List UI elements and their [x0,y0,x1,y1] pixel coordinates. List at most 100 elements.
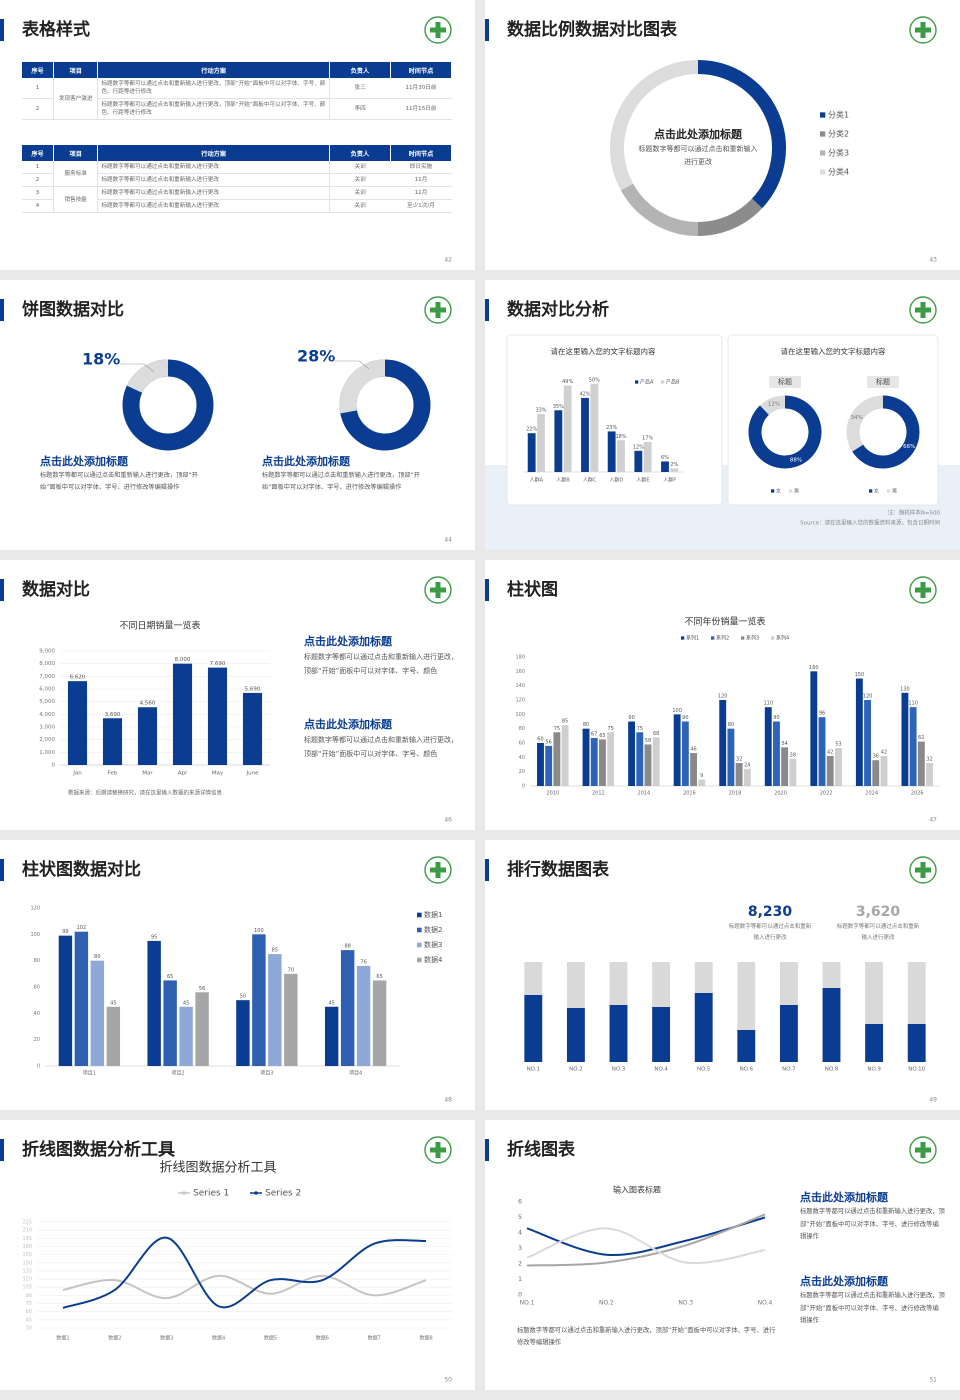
x-tick-label: 项目3 [260,1071,273,1077]
slide-title: 柱状图 [507,579,558,600]
value-label: 90 [628,715,634,721]
header-cell: 序号 [22,62,54,78]
value-label: 45 [328,1000,334,1006]
group-cell: 销售技能 [52,186,98,213]
bar-segment [652,1007,671,1062]
value-label: 66% [903,444,915,450]
y-tick-label: 4 [518,1230,522,1237]
logo-cross [430,587,446,593]
stat-text: 标题数字等都可以通过点击和重新输入进行更改 [728,924,812,941]
y-tick-label: 180 [515,655,525,661]
bar [727,728,735,786]
plan-cell: 标题数字等都可以通过点击和重新输入进行更改 [97,161,330,174]
legend-marker [417,942,422,948]
legend-label: 数据3 [424,940,442,949]
bar-segment [737,1030,756,1062]
legend-marker [417,927,422,933]
slide-title: 数据比例数据对比图表 [507,19,678,40]
page-number: 42 [444,257,452,264]
bar [743,768,751,786]
table-header: 序号 项目 行动方案 负责人 时间节点 [22,62,452,78]
bar [673,714,681,786]
x-tick-label: 人群C [583,477,597,484]
time-cell: 即日实施 [390,161,452,174]
y-tick-label: 75 [26,1301,32,1307]
donut-title: 标题 [778,377,792,386]
value-label: 42 [881,749,887,755]
y-tick-label: 210 [22,1228,32,1234]
slide: 柱状图数据对比 48 0 20 40 60 80 100 120 项目1 99 102 80 45 项目2 9… [0,840,475,1110]
bar-segment [652,962,671,1007]
value-label: 67 [591,731,597,737]
value-label: 100 [254,928,264,934]
value-label: 7,690 [210,661,226,667]
value-label: 88% [790,457,802,463]
bar [553,732,561,786]
slide-title: 排行数据图表 [507,859,610,880]
title-accent [0,859,4,881]
x-tick-label: NO.7 [782,1067,796,1073]
row-number: 3 [22,186,54,200]
legend-label: 女 [874,488,879,495]
logo [909,296,937,324]
bar [147,940,161,1066]
logo [424,576,452,604]
block-body: 标题数字等都可以通过点击和重新输入进行更改，顶部“开始”面板中可以对字体、字号、… [304,653,458,675]
bar [690,753,697,786]
bar-segment [907,962,926,1024]
bar [909,707,917,786]
slide-title: 柱状图数据对比 [22,859,141,880]
chart-title: 请在这里输入您的文字标题内容 [551,346,656,356]
time-cell: 11月 [390,173,452,187]
x-tick-label: NO.1 [527,1067,540,1073]
logo [909,16,937,44]
block-heading: 点击此处添加标题 [304,634,393,648]
block-body: 标题数字等都可以通过点击和重新输入进行更改，顶部“开始”面板中可以对字体、字号、… [40,472,198,492]
y-tick-label: 80 [34,958,40,964]
x-tick-label: 项目2 [172,1071,185,1077]
value-label: 68 [653,731,659,737]
leader-line [335,360,370,370]
value-label: 160 [809,665,819,671]
x-tick-label: NO.6 [740,1067,754,1073]
x-tick-label: 数据8 [419,1335,432,1342]
plan-cell: 标题数字等都可以通过点击和重新输入进行更改 [97,186,330,200]
value-label: 24 [744,762,750,768]
value-label: 80 [583,722,589,728]
y-tick-label: 3,000 [39,725,55,731]
logo-cross [915,587,931,593]
legend-marker [254,1191,258,1195]
title-accent [0,299,4,321]
bar [826,755,834,786]
y-tick-label: 60 [519,741,525,747]
slide-background [485,1120,960,1390]
page-number: 49 [929,1097,937,1104]
donut-segment [760,395,786,416]
x-tick-label: NO.4 [654,1067,668,1073]
y-tick-label: 150 [22,1260,32,1266]
bar [106,1006,121,1066]
slide: 折线图数据分析工具 50 30 45 60 75 90 105 120 135 150 165 180 1… [0,1120,475,1390]
title-accent [485,299,489,321]
y-tick-label: 100 [515,712,525,718]
x-tick-label: 2022 [820,791,833,797]
logo-cross [430,1147,446,1153]
value-label: 100 [672,708,682,714]
value-label: 75 [554,726,560,732]
donut-title-tag [867,376,899,388]
legend-marker [711,636,715,640]
table-row: 1 发现客户激进 标题数字等都可以通过点击和重新输入进行更改，顶部“开始”面板中可以… [22,78,452,120]
value-label: 90 [773,715,779,721]
block-body-box: 标题数字等都可以通过点击和重新输入进行更改，顶部“开始”面板中可以对字体、字号、… [304,653,458,675]
x-tick-label: 2012 [592,791,605,797]
x-tick-label: 项目1 [83,1071,96,1077]
x-tick-label: NO.2 [569,1067,582,1073]
legend-marker [820,169,826,175]
bar [670,468,679,472]
owner-cell: 关训 [329,199,391,213]
title-accent [485,859,489,881]
bar [926,763,933,786]
line-series [526,1213,766,1267]
plan-cell: 标题数字等都可以通过点击和重新输入进行更改，顶部“开始”面板中可以对字体、字号、… [97,98,330,120]
